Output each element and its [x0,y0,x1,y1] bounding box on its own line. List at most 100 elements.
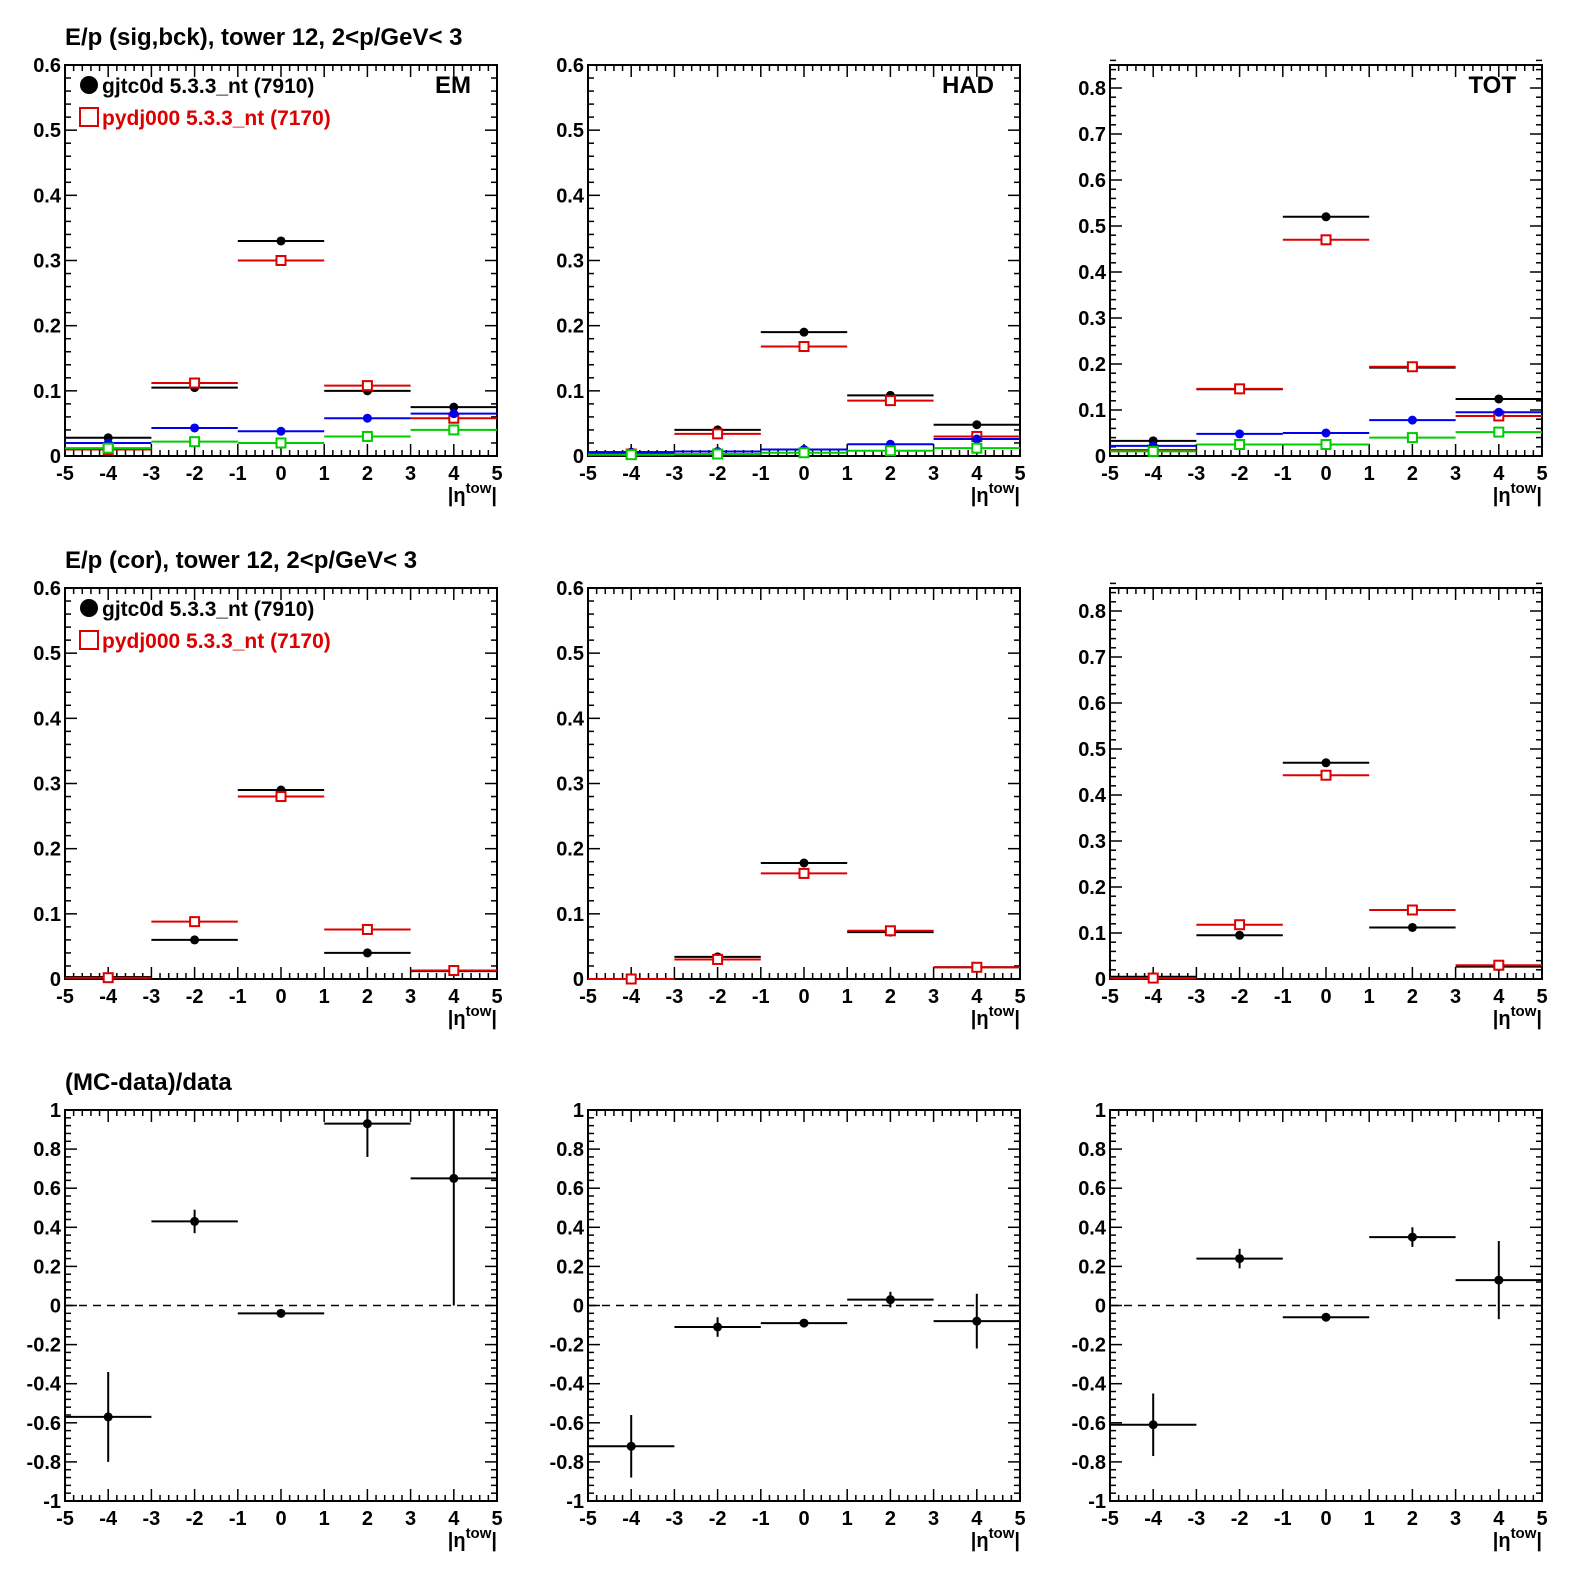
y-tick-label: 0 [573,1296,584,1318]
y-tick-label: -1 [43,1491,61,1513]
y-tick-label: 0.7 [1078,124,1106,146]
y-tick-label: 0.5 [33,643,61,665]
x-tick-label: -2 [709,463,727,485]
y-tick-label: 0.6 [33,1178,61,1200]
y-tick-label: 0.7 [1078,647,1106,669]
y-tick-label: -1 [566,1491,584,1513]
x-tick-label: -4 [1144,1508,1163,1530]
x-axis-label: |ηtow| [448,480,497,507]
y-tick-label: 0.2 [556,316,584,338]
y-tick-label: -0.8 [1072,1452,1106,1474]
data-point [1321,758,1331,768]
data-point [103,1412,113,1422]
series-1 [65,1110,497,1462]
data-point [1147,445,1159,457]
data-point [884,445,896,457]
x-tick-label: -3 [666,1508,684,1530]
data-point [189,377,201,389]
series-4 [1110,426,1542,457]
x-tick-label: 4 [1493,1508,1505,1530]
legend-marker [80,599,98,617]
x-tick-label: -2 [1231,1508,1249,1530]
y-tick-label: 0.2 [556,839,584,861]
data-point [190,1216,200,1226]
y-tick-label: 0.2 [33,839,61,861]
x-tick-label: 0 [1320,986,1331,1008]
data-point [1321,212,1331,222]
y-tick-label: 0.6 [556,55,584,77]
plot-frame [587,587,1021,980]
data-point [189,436,201,448]
y-tick-label: 1 [1095,1100,1106,1122]
series-2 [65,791,497,984]
data-point [362,1119,372,1129]
data-point [713,1322,723,1332]
x-tick-label: 0 [275,1508,286,1530]
x-tick-label: 1 [1364,1508,1375,1530]
data-point [799,327,809,337]
y-tick-label: 0.6 [556,578,584,600]
data-point [625,449,637,461]
x-tick-label: 1 [1364,463,1375,485]
x-tick-label: -5 [1101,1508,1119,1530]
x-tick-label: 0 [798,986,809,1008]
x-tick-label: -3 [1188,986,1206,1008]
y-tick-label: 0 [1095,1296,1106,1318]
x-tick-label: -2 [1231,463,1249,485]
x-tick-label: 5 [1014,986,1025,1008]
data-point [1148,1420,1158,1430]
x-tick-label: -5 [56,463,74,485]
data-point [1234,439,1246,450]
data-point [189,916,201,928]
data-point [1494,1275,1504,1285]
x-tick-label: -4 [622,986,641,1008]
legend-label: pydj000 5.3.3_nt (7170) [102,107,331,130]
panel-1-2: -5 -4 -3 -2 -1 0 1 2 3 4 5|ηtow| 0 0.1 0.2 0.3 0.4 0.5 0.… [556,55,1025,507]
x-tick-label: -1 [752,463,770,485]
data-point [1320,769,1332,781]
y-tick-label: 0.2 [33,316,61,338]
y-tick-label: 0 [50,969,61,991]
x-tick-label: -4 [99,986,118,1008]
x-tick-label: 2 [885,986,896,1008]
data-point [276,236,286,246]
data-point [1235,1254,1245,1264]
y-tick-label: -0.6 [1072,1413,1106,1435]
y-tick-label: 0.6 [556,1178,584,1200]
y-tick-label: 0.4 [556,708,585,730]
plot-frame [587,64,1021,457]
y-tick-label: 0.4 [33,708,62,730]
y-tick-label: 0.4 [33,185,62,207]
data-point [712,428,724,440]
series-4 [65,424,497,454]
x-tick-label: 1 [319,986,330,1008]
legend-label: pydj000 5.3.3_nt (7170) [102,630,331,653]
y-tick-label: 0.3 [1078,308,1106,330]
series-1 [588,1291,1020,1478]
data-point [449,409,459,419]
x-tick-label: 3 [928,986,939,1008]
series-2 [1110,234,1542,456]
legend-marker [79,107,99,127]
y-tick-label: -0.8 [550,1452,584,1474]
panel-2-3: -5 -4 -3 -2 -1 0 1 2 3 4 5|ηtow| 0 0.1 0.2 0.3 0.4 0.5 0.… [1078,582,1548,1030]
panel-1-1: -5 -4 -3 -2 -1 0 1 2 3 4 5|ηtow| 0 0.1 0.2 0.3 0.4 0.5 0.… [33,24,502,507]
x-tick-label: -1 [1274,463,1292,485]
x-tick-label: -2 [709,1508,727,1530]
y-tick-label: 0.8 [1078,78,1106,100]
x-tick-label: -1 [1274,986,1292,1008]
data-point [626,1441,636,1451]
x-tick-label: 3 [405,463,416,485]
x-tick-label: 5 [491,463,502,485]
x-tick-label: 0 [275,986,286,1008]
x-tick-label: 1 [319,1508,330,1530]
legend: gjtc0d 5.3.3_nt (7910) pydj000 5.3.3_nt (… [79,75,331,130]
x-axis-label: |ηtow| [971,1525,1020,1552]
x-tick-label: 2 [362,1508,373,1530]
data-point [1406,904,1418,916]
y-tick-label: 0.4 [556,185,585,207]
series-1 [1110,1227,1542,1457]
x-tick-label: -2 [1231,986,1249,1008]
y-tick-label: 0.3 [33,251,61,273]
y-tick-label: -0.2 [550,1335,584,1357]
